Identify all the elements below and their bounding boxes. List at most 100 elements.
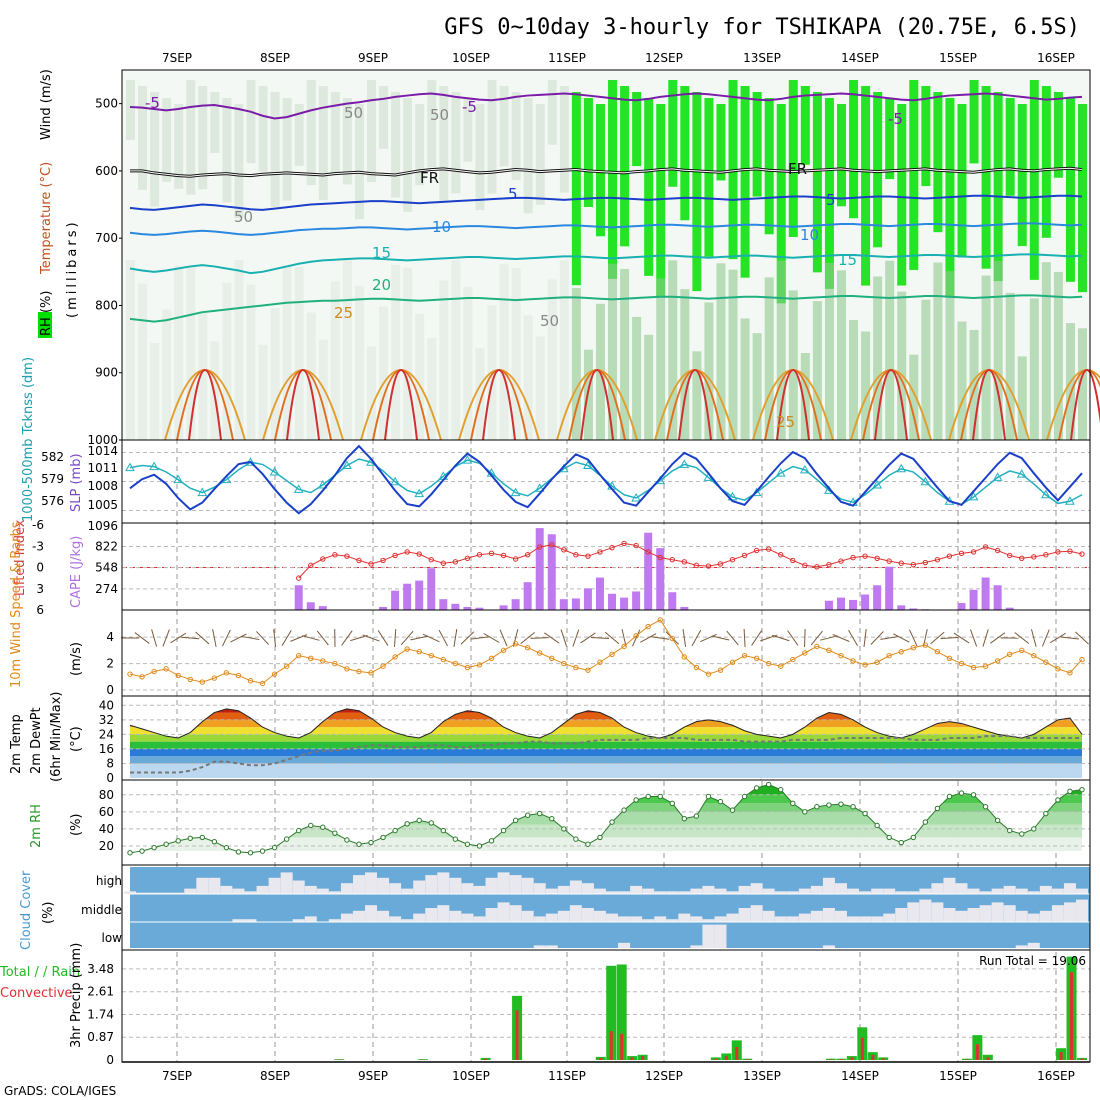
wind-barb <box>301 635 320 641</box>
rh-band-low <box>728 269 738 440</box>
rh-point <box>440 827 447 834</box>
cloud-cell <box>895 908 908 922</box>
thickness-point <box>631 492 641 502</box>
rh-band <box>403 98 413 212</box>
rh-band <box>692 92 702 292</box>
cloud-cell <box>316 888 329 894</box>
wind-barb <box>940 636 959 640</box>
cloud-cell <box>1063 883 1076 894</box>
slp-ytick: 1014 <box>87 444 118 458</box>
wind-speed-point <box>946 655 953 661</box>
rh-point <box>609 819 615 825</box>
temp-ytick: 8 <box>106 756 114 770</box>
cloud-cell <box>690 916 703 922</box>
cloud-cell <box>859 891 872 894</box>
li-point <box>597 549 603 555</box>
li-point <box>621 540 627 547</box>
rh-band <box>969 80 979 164</box>
cloud-cell <box>762 910 775 922</box>
cloud-cell <box>208 877 221 894</box>
wind-speed-point <box>729 659 736 665</box>
cloud-row-label: high <box>96 874 122 888</box>
rh-point <box>982 804 989 810</box>
rh-point <box>850 804 856 810</box>
contour-label: 5 <box>826 191 836 209</box>
li-point <box>1055 549 1061 555</box>
rh-point <box>874 822 880 829</box>
wind-speed-point <box>524 645 531 651</box>
rh-band <box>716 104 726 181</box>
cloud-cell <box>678 891 691 894</box>
precip-convective-bar <box>724 1056 728 1060</box>
li-point <box>693 562 700 569</box>
cloud-cell <box>304 916 317 922</box>
li-point <box>862 553 868 559</box>
rh-band <box>981 86 991 269</box>
rh-band <box>668 80 678 187</box>
precip-convective-bar <box>337 1059 341 1060</box>
rh-band <box>644 98 654 276</box>
precip-convective-bar <box>850 1057 854 1060</box>
rh-band-low <box>559 260 569 440</box>
rh-point <box>741 793 748 800</box>
rh-band <box>704 98 714 257</box>
li-point <box>910 561 916 568</box>
wind-speed-point <box>500 647 507 654</box>
cloud-cell <box>907 891 920 894</box>
cloud-cell <box>618 891 631 894</box>
wind-speed-point <box>621 643 627 650</box>
li-point <box>850 554 856 561</box>
wind-barb <box>530 637 549 639</box>
cloud-cell <box>377 910 390 922</box>
cloud-cell <box>220 885 233 894</box>
wind-barb <box>281 630 292 646</box>
date-label-top: 14SEP <box>841 51 879 65</box>
li-point <box>717 561 724 567</box>
wind-speed-point <box>537 650 543 656</box>
cloud-cell <box>389 916 402 922</box>
cloud-cell <box>545 888 558 894</box>
cloud-row-label: middle <box>81 903 122 917</box>
thickness-ytick: 579 <box>41 472 64 486</box>
rh-band <box>1041 86 1051 238</box>
rh-band <box>873 92 883 248</box>
date-label-top: 13SEP <box>743 51 781 65</box>
rh-band <box>1078 104 1087 293</box>
warm-contour <box>972 369 1006 441</box>
cloud-cell <box>365 872 378 894</box>
cape-bar <box>668 592 677 610</box>
cloud-cell <box>1076 899 1088 922</box>
precip-convective-bar <box>620 1033 624 1060</box>
cloud-cell <box>810 885 823 894</box>
rh-point <box>500 827 507 834</box>
rh-band-low <box>945 271 955 440</box>
wind-barb <box>1030 629 1037 647</box>
rh-band <box>451 92 461 194</box>
wind-speed-point <box>452 660 459 667</box>
rh-band-low <box>788 290 798 440</box>
cloud-cell <box>401 919 414 922</box>
date-label-top: 10SEP <box>452 51 490 65</box>
rh-point <box>970 792 977 798</box>
rh-band-low <box>993 260 1003 440</box>
rh-band-low <box>258 344 268 440</box>
precip-convective-bar <box>839 1059 843 1060</box>
cloud-cell <box>485 908 498 922</box>
wind-barb <box>604 631 620 645</box>
rh-band-low <box>379 306 389 440</box>
cloud-cell <box>1027 942 1040 948</box>
wind-barb <box>930 631 945 645</box>
cloud-cell <box>907 902 920 922</box>
rh-point <box>621 807 627 813</box>
rh-band-low <box>475 347 485 440</box>
rh-point <box>271 844 278 851</box>
wind-speed-point <box>404 646 410 652</box>
wind-speed-point <box>320 658 326 664</box>
rh-band <box>812 92 822 273</box>
wind-speed-point <box>886 652 892 659</box>
wind-speed-point <box>790 656 796 663</box>
temp-ytick: 32 <box>99 713 114 727</box>
wind-barb <box>621 629 627 647</box>
cloud-cell <box>654 916 667 922</box>
rh-band-low <box>427 338 437 440</box>
